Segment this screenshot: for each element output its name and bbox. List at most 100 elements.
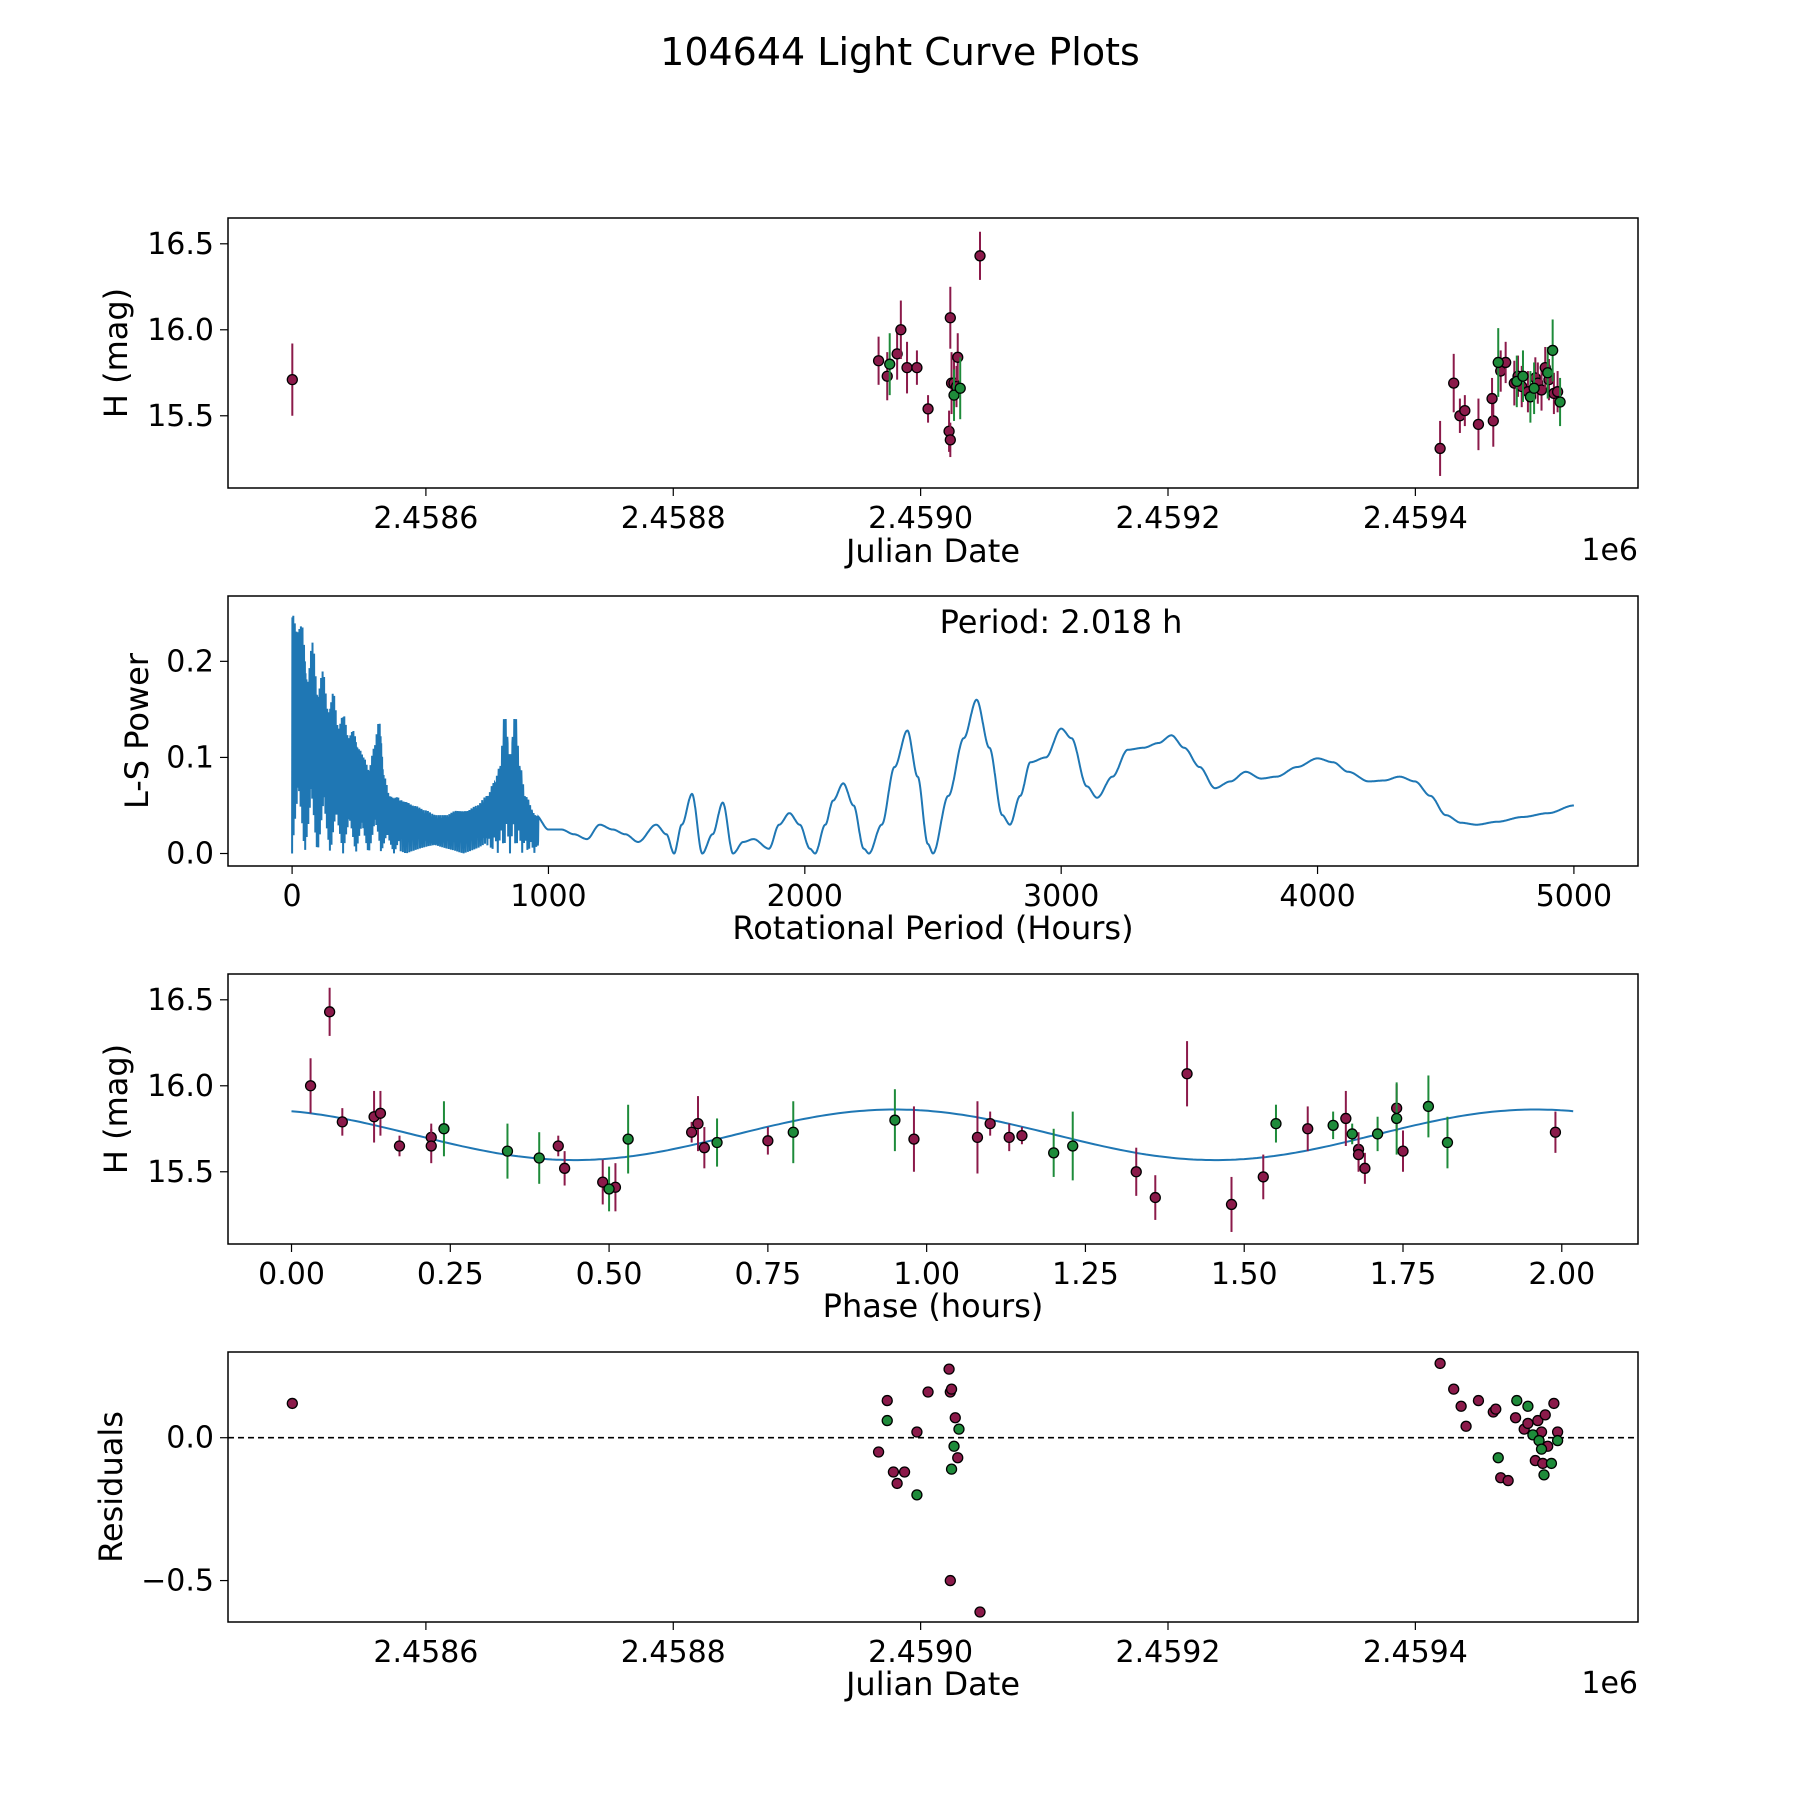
lightcurve-xlabel: Julian Date [844, 532, 1020, 570]
residuals-point-r [887, 1466, 900, 1478]
residuals-xtick-label: 2.4592 [1116, 1635, 1221, 1670]
phase-point-g [533, 1152, 545, 1164]
phase-point-r [762, 1135, 774, 1147]
residuals-point-r [952, 1452, 964, 1464]
lightcurve-offset-label: 1e6 [1581, 533, 1638, 568]
phase-point-r [984, 1117, 996, 1130]
lightcurve-point-g [1517, 370, 1529, 382]
residuals-offset-label: 1e6 [1581, 1666, 1638, 1701]
residuals-xtick-label: 2.4586 [373, 1635, 478, 1670]
phase-point-g [1270, 1117, 1282, 1130]
phase-point-r [1003, 1131, 1015, 1144]
phase-point-g [1346, 1128, 1358, 1140]
lightcurve-ytick-label: 16.0 [147, 313, 214, 348]
lightcurve-point-r [911, 361, 923, 374]
phase-xtick-label: 0.25 [417, 1257, 484, 1292]
lightcurve-point-r [895, 324, 907, 336]
residuals-point-g [881, 1414, 893, 1427]
residuals-point-r [1472, 1394, 1485, 1407]
lightcurve-point-r [901, 361, 913, 374]
lightcurve-point-r [944, 434, 956, 446]
phase-xtick-label: 1.00 [893, 1257, 960, 1292]
residuals-xtick-label: 2.4590 [868, 1635, 973, 1670]
residuals-point-g [1522, 1400, 1534, 1412]
residuals-point-r [1448, 1383, 1460, 1395]
residuals-ytick-label: 0.0 [166, 1421, 214, 1456]
residuals-point-r [286, 1397, 298, 1410]
periodogram-ylabel: L-S Power [118, 652, 156, 809]
periodogram-ytick-label: 0.0 [166, 837, 214, 872]
periodogram-xtick-label: 3000 [1023, 879, 1099, 914]
residuals-point-g [911, 1489, 923, 1501]
residuals-point-g [1511, 1394, 1523, 1407]
lightcurve-point-r [891, 348, 903, 360]
lightcurve-point-g [954, 382, 966, 394]
phase-point-g [889, 1114, 901, 1126]
residuals-point-r [881, 1394, 893, 1407]
lightcurve-point-r [952, 351, 964, 363]
residuals-point-r [943, 1363, 955, 1375]
residuals-point-r [1522, 1417, 1534, 1430]
residuals-point-r [945, 1383, 958, 1395]
phase-point-r [1549, 1126, 1562, 1138]
lightcurve-xtick-label: 2.4586 [373, 501, 478, 536]
lightcurve-point-r [1486, 392, 1498, 405]
lightcurve-point-r [974, 250, 986, 262]
phase-point-g [1048, 1147, 1060, 1159]
phase-xtick-label: 1.50 [1211, 1257, 1278, 1292]
residuals-point-r [911, 1426, 923, 1438]
lightcurve-point-r [922, 403, 934, 415]
phase-axes-frame [227, 973, 1639, 1245]
lightcurve-point-g [1528, 382, 1540, 394]
phase-xtick-label: 1.25 [1052, 1257, 1119, 1292]
phase-panel: 0.00 0.25 0.50 0.75 1.00 1.25 1.50 1.75 2.00 15.5… [97, 973, 1639, 1325]
phase-xtick-label: 0.50 [576, 1257, 643, 1292]
phase-point-r [1340, 1112, 1352, 1125]
residuals-point-r [1509, 1412, 1522, 1424]
periodogram-xtick-label: 2000 [767, 879, 843, 914]
residuals-point-r [1548, 1397, 1560, 1410]
phase-point-r [971, 1131, 984, 1144]
residuals-point-r [898, 1466, 911, 1478]
residuals-point-r [1455, 1400, 1467, 1412]
residuals-point-r [944, 1574, 956, 1587]
periodogram-line [291, 615, 1574, 855]
lightcurve-point-g [1542, 367, 1554, 379]
lightcurve-point-r [286, 374, 298, 386]
residuals-point-r [974, 1606, 986, 1618]
phase-point-g [622, 1133, 634, 1145]
residuals-point-g [1535, 1443, 1548, 1455]
lightcurve-xtick-label: 2.4592 [1116, 501, 1221, 536]
lightcurve-point-r [1459, 404, 1471, 417]
phase-point-r [1181, 1068, 1193, 1080]
phase-xtick-label: 2.00 [1528, 1257, 1595, 1292]
residuals-panel: 2.4586 2.4588 2.4590 2.4592 2.4594 −0.5 0.0 Ju… [92, 1351, 1639, 1703]
residuals-plot-area: 2.4586 2.4588 2.4590 2.4592 2.4594 −0.5 0.0 [141, 1357, 1638, 1670]
residuals-point-r [1434, 1357, 1446, 1370]
residuals-point-g [1492, 1452, 1504, 1464]
lightcurve-point-r [1487, 415, 1499, 427]
lightcurve-xtick-label: 2.4590 [868, 501, 973, 536]
periodogram-ytick-label: 0.1 [166, 740, 214, 775]
residuals-ylabel: Residuals [92, 1411, 130, 1563]
phase-point-r [698, 1142, 711, 1154]
phase-point-r [1016, 1130, 1028, 1142]
lightcurve-ytick-label: 15.5 [147, 399, 214, 434]
lightcurve-point-r [1448, 377, 1460, 389]
lightcurve-point-r [881, 370, 893, 382]
phase-ylabel: H (mag) [97, 1044, 135, 1174]
residuals-point-g [1545, 1457, 1558, 1470]
lightcurve-point-r [1551, 386, 1564, 398]
residuals-xlabel: Julian Date [844, 1665, 1020, 1703]
phase-point-r [1130, 1166, 1142, 1178]
phase-point-r [597, 1176, 609, 1188]
lightcurve-point-g [1554, 396, 1566, 408]
phase-point-r [323, 1006, 336, 1018]
periodogram-plot-area: 0 1000 2000 3000 4000 5000 0.0 0.1 0.2 [166, 615, 1612, 914]
periodogram-xtick-label: 5000 [1536, 879, 1612, 914]
periodogram-xtick-label: 1000 [510, 879, 586, 914]
phase-point-g [1390, 1112, 1403, 1125]
phase-point-r [1352, 1148, 1365, 1161]
phase-point-g [711, 1136, 723, 1149]
lightcurve-xtick-label: 2.4588 [621, 501, 726, 536]
